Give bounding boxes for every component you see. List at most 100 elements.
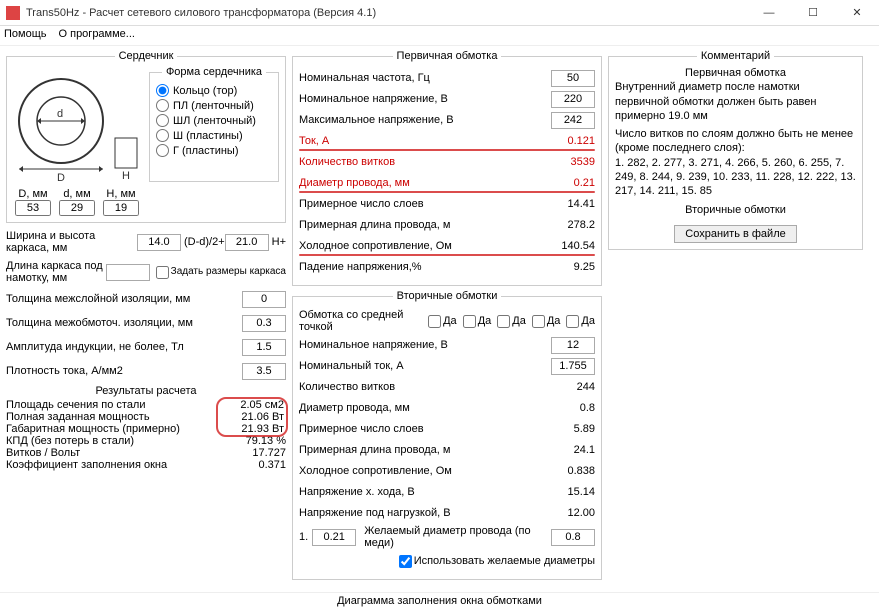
res-kz-lbl: Коэффициент заполнения окна — [6, 459, 222, 471]
H-input[interactable] — [103, 200, 139, 216]
p-vnom-lbl: Номинальное напряжение, В — [299, 93, 551, 105]
res-vpv-val: 17.727 — [222, 447, 286, 459]
j-input[interactable] — [242, 363, 286, 380]
ins-layer-input[interactable] — [242, 291, 286, 308]
p-freq-input[interactable] — [551, 70, 595, 87]
comment-layers-hdr: Число витков по слоям должно быть не мен… — [615, 127, 856, 156]
shape-sh[interactable]: Ш (пластины) — [156, 129, 272, 142]
frame-wh-label: Ширина и высота каркаса, мм — [6, 230, 137, 254]
s-ct-2[interactable]: Да — [463, 315, 492, 328]
s-vnom-lbl: Номинальное напряжение, В — [299, 339, 551, 351]
p-rcold-lbl: Холодное сопротивление, Ом — [299, 240, 547, 252]
shape-ring[interactable]: Кольцо (тор) — [156, 84, 272, 97]
s-ct-lbl: Обмотка со средней точкой — [299, 309, 422, 333]
ins-wind-input[interactable] — [242, 315, 286, 332]
s-vnom-input[interactable] — [551, 337, 595, 354]
primary-group: Первичная обмотка Номинальная частота, Г… — [292, 50, 602, 286]
app-icon — [6, 6, 20, 20]
core-shape-group: Форма сердечника Кольцо (тор) ПЛ (ленточ… — [149, 66, 279, 182]
res-area-lbl: Площадь сечения по стали — [6, 399, 220, 411]
D-input[interactable] — [15, 200, 51, 216]
diagram-D-label: D — [57, 172, 65, 184]
use-desired[interactable]: Использовать желаемые диаметры — [399, 555, 595, 568]
res-kz-val: 0.371 — [222, 459, 286, 471]
shape-pl-radio[interactable] — [156, 99, 169, 112]
s-desired-lbl: Желаемый диаметр провода (по меди) — [364, 525, 551, 549]
shape-ring-radio[interactable] — [156, 84, 169, 97]
s-dwire-lbl: Диаметр провода, мм — [299, 402, 547, 414]
res-eff-val: 79.13 % — [222, 435, 286, 447]
H-label: H, мм — [106, 188, 135, 200]
shape-shl-radio[interactable] — [156, 114, 169, 127]
frame-len-input[interactable] — [106, 264, 150, 281]
shape-pl[interactable]: ПЛ (ленточный) — [156, 99, 272, 112]
shape-shl[interactable]: ШЛ (ленточный) — [156, 114, 272, 127]
window-title: Trans50Hz - Расчет сетевого силового тра… — [26, 7, 747, 19]
use-desired-checkbox[interactable] — [399, 555, 412, 568]
ins-layer-label: Толщина межслойной изоляции, мм — [6, 293, 242, 305]
menubar: Помощь О программе... — [0, 26, 879, 46]
comment-p-txt: Внутренний диаметр после намотки первичн… — [615, 80, 856, 123]
frame-setsizes-checkbox[interactable] — [156, 266, 169, 279]
menu-about[interactable]: О программе... — [59, 28, 135, 43]
s-turns-val: 244 — [547, 381, 595, 393]
p-i-lbl: Ток, А — [299, 135, 547, 147]
shape-g[interactable]: Г (пластины) — [156, 144, 272, 157]
p-dwire-lbl: Диаметр провода, мм — [299, 177, 547, 189]
s-layers-val: 5.89 — [547, 423, 595, 435]
p-i-val: 0.121 — [547, 135, 595, 147]
s-vload-lbl: Напряжение под нагрузкой, В — [299, 507, 547, 519]
maximize-button[interactable]: ☐ — [791, 0, 835, 26]
menu-help[interactable]: Помощь — [4, 28, 47, 43]
b-input[interactable] — [242, 339, 286, 356]
frame-setsizes[interactable]: Задать размеры каркаса — [156, 266, 286, 279]
results-header: Результаты расчета — [6, 385, 286, 397]
p-layers-lbl: Примерное число слоев — [299, 198, 547, 210]
bottom-caption: Диаграмма заполнения окна обмотками — [0, 592, 879, 607]
s-ct-1[interactable]: Да — [428, 315, 457, 328]
p-drop-lbl: Падение напряжения,% — [299, 261, 547, 273]
shape-sh-radio[interactable] — [156, 129, 169, 142]
s-inom-lbl: Номинальный ток, А — [299, 360, 551, 372]
titlebar: Trans50Hz - Расчет сетевого силового тра… — [0, 0, 879, 26]
p-wlen-lbl: Примерная длина провода, м — [299, 219, 547, 231]
ins-wind-label: Толщина межобмоточ. изоляции, мм — [6, 317, 242, 329]
frame-len-label: Длина каркаса под намотку, мм — [6, 260, 106, 284]
close-button[interactable]: ✕ — [835, 0, 879, 26]
res-pfull-val: 21.06 Вт — [220, 411, 284, 423]
secondary-legend: Вторичные обмотки — [393, 290, 502, 302]
s-inom-input[interactable] — [551, 358, 595, 375]
p-dwire-val: 0.21 — [547, 177, 595, 189]
res-pfull-lbl: Полная заданная мощность — [6, 411, 220, 423]
p-wlen-val: 278.2 — [547, 219, 595, 231]
s-vopen-lbl: Напряжение х. хода, В — [299, 486, 547, 498]
s-dw-idx-input[interactable] — [312, 529, 356, 546]
frame-w-input[interactable] — [137, 234, 181, 251]
s-desired-input[interactable] — [551, 529, 595, 546]
s-turns-lbl: Количество витков — [299, 381, 547, 393]
p-vmax-input[interactable] — [551, 112, 595, 129]
diagram-H-label: H — [122, 170, 130, 182]
shape-g-radio[interactable] — [156, 144, 169, 157]
s-dwire-val: 0.8 — [547, 402, 595, 414]
frame-wh-mid: (D-d)/2+ — [184, 236, 225, 248]
s-ct-3[interactable]: Да — [497, 315, 526, 328]
frame-h-input[interactable] — [225, 234, 269, 251]
p-vnom-input[interactable] — [551, 91, 595, 108]
d-input[interactable] — [59, 200, 95, 216]
d-label: d, мм — [63, 188, 90, 200]
s-ct-4[interactable]: Да — [532, 315, 561, 328]
frame-wh-suf: H+ — [272, 236, 286, 248]
res-area-val: 2.05 см2 — [220, 399, 284, 411]
s-layers-lbl: Примерное число слоев — [299, 423, 547, 435]
p-turns-val: 3539 — [547, 156, 595, 168]
minimize-button[interactable]: — — [747, 0, 791, 26]
save-button[interactable]: Сохранить в файле — [674, 225, 796, 243]
core-diagram: d D H — [13, 66, 143, 186]
p-turns-lbl: Количество витков — [299, 156, 547, 168]
res-vpv-lbl: Витков / Вольт — [6, 447, 222, 459]
b-label: Амплитуда индукции, не более, Тл — [6, 341, 242, 353]
p-freq-lbl: Номинальная частота, Гц — [299, 72, 551, 84]
res-pgab-lbl: Габаритная мощность (примерно) — [6, 423, 220, 435]
s-ct-5[interactable]: Да — [566, 315, 595, 328]
